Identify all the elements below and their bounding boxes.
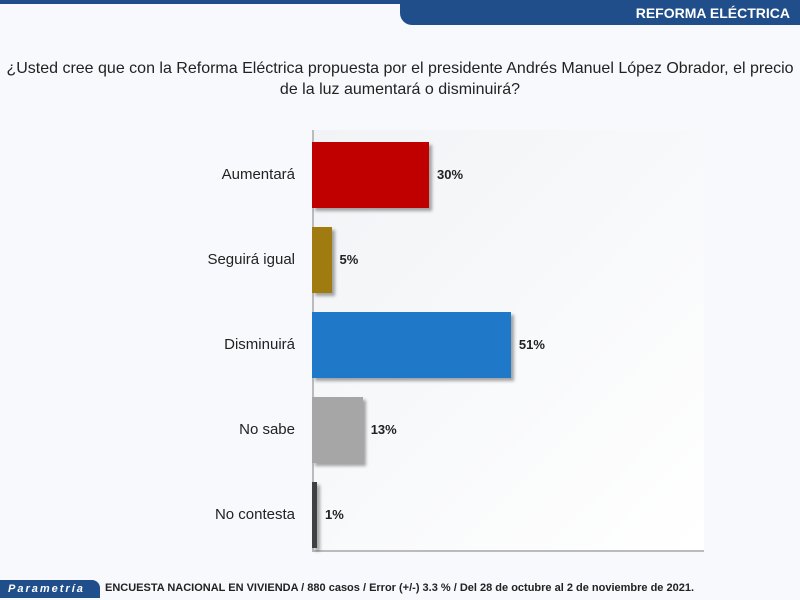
category-label: Disminuirá [224,336,295,353]
parametria-logo: Parametría [0,580,100,598]
data-label: 5% [339,252,359,267]
data-label: 51% [518,337,545,352]
section-tab: REFORMA ELÉCTRICA [400,0,800,25]
category-label: No sabe [239,421,295,438]
bar [312,312,511,378]
category-label: No contesta [214,506,295,523]
chart-title: ¿Usted cree que con la Reforma Eléctrica… [6,60,794,98]
data-label: 30% [437,167,464,182]
bar [312,482,317,548]
category-label: Aumentará [221,166,295,183]
bar [312,142,429,208]
bar [312,397,363,463]
category-label: Seguirá igual [207,251,295,268]
data-label: 1% [325,507,344,522]
data-label: 13% [370,422,397,437]
survey-note: ENCUESTA NACIONAL EN VIVIENDA / 880 caso… [105,582,694,594]
bar [312,227,332,293]
